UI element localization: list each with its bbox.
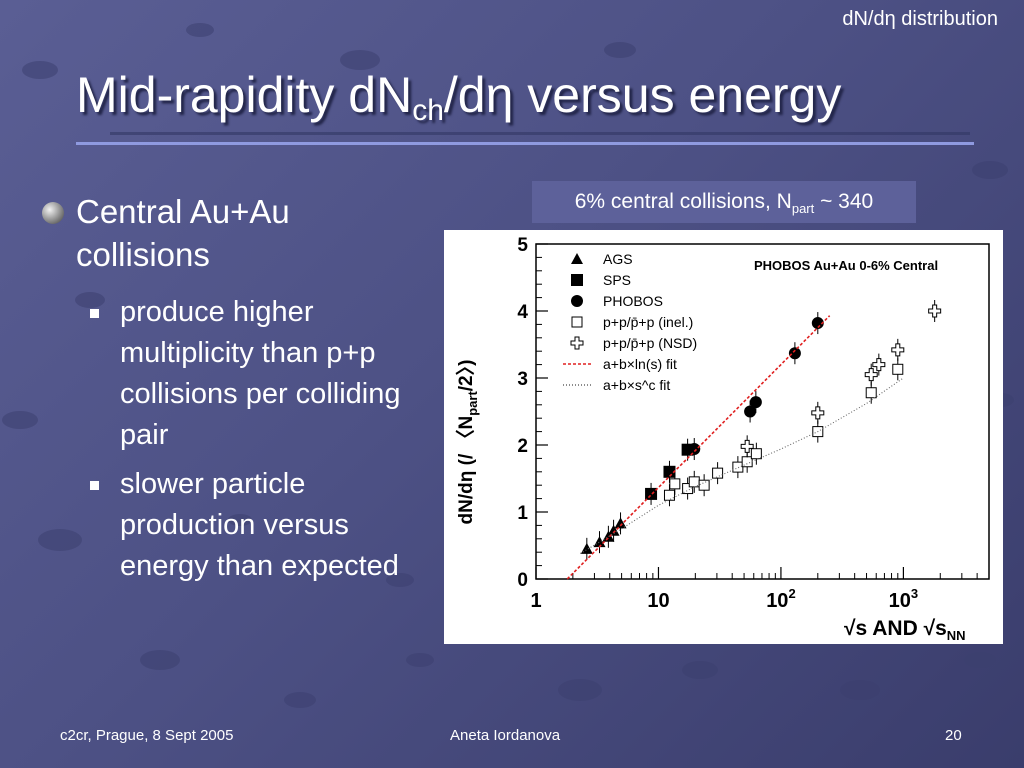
- x-tick-label: 10: [647, 590, 669, 612]
- y-tick-label: 0: [517, 570, 528, 591]
- note-main: 6% central collisions, N: [574, 190, 792, 213]
- bullet-main: Central Au+Au collisions: [42, 190, 372, 276]
- y-tick-label: 2: [517, 436, 528, 457]
- marker-triangle: [614, 517, 627, 529]
- x-axis-title: √s AND √sNN: [844, 617, 966, 643]
- corner-label: dN/dη distribution: [842, 8, 998, 30]
- marker-open-square: [712, 467, 724, 479]
- legend-label: AGS: [603, 251, 633, 267]
- marker-circle: [688, 443, 701, 456]
- y-axis-title: dN/dη (/ 〈Npart/2〉): [454, 360, 480, 525]
- marker-open-cross: [891, 343, 905, 357]
- x-tick-label: 102: [766, 586, 795, 612]
- marker-triangle: [602, 530, 615, 542]
- marker-open-square: [682, 483, 694, 495]
- title-main: Mid-rapidity dN: [76, 67, 413, 123]
- y-tick-label: 3: [517, 369, 528, 390]
- y-label-end: /2〉): [454, 360, 477, 392]
- legend-label: a+b×ln(s) fit: [603, 356, 677, 372]
- note-rest: ~ 340: [814, 190, 874, 213]
- marker-circle: [571, 295, 583, 307]
- title-underline: [76, 142, 974, 145]
- marker-open-square: [663, 489, 675, 501]
- bullet-main-text: Central Au+Au collisions: [76, 193, 290, 273]
- legend-label: p+p/p̄+p (NSD): [603, 335, 697, 351]
- subbullet-text: slower particle production versus energy…: [120, 468, 399, 582]
- slide-title: Mid-rapidity dNch/dη versus energy: [76, 66, 841, 128]
- subbullet-list: produce higher multiplicity than p+p col…: [90, 292, 430, 595]
- subbullet-text: produce higher multiplicity than p+p col…: [120, 296, 401, 451]
- title-rest: /dη versus energy: [443, 67, 842, 123]
- title-underline-shadow: [110, 132, 970, 135]
- y-tick-label: 4: [517, 302, 528, 323]
- chart-panel: dN/dη (/ 〈Npart/2〉) PHOBOS Au+Au 0-6% Ce…: [444, 230, 1003, 644]
- marker-open-square: [750, 448, 762, 460]
- subbullet: slower particle production versus energy…: [90, 464, 430, 587]
- marker-open-square: [669, 478, 681, 490]
- x-label-main: √s AND √s: [844, 617, 947, 640]
- marker-open-square: [732, 461, 744, 473]
- x-label-sub: NN: [947, 628, 966, 643]
- plot-frame: [535, 243, 990, 580]
- marker-open-square: [698, 479, 710, 491]
- legend-label: SPS: [603, 272, 631, 288]
- marker-open-cross: [872, 358, 886, 372]
- collision-note: 6% central collisions, Npart ~ 340: [532, 181, 916, 223]
- legend-label: PHOBOS: [603, 293, 663, 309]
- marker-triangle: [607, 524, 620, 536]
- marker-open-cross: [928, 304, 942, 318]
- marker-circle: [811, 317, 824, 330]
- chart-annotation: PHOBOS Au+Au 0-6% Central: [754, 258, 938, 273]
- legend-label: p+p/p̄+p (inel.): [603, 314, 693, 330]
- subbullet: produce higher multiplicity than p+p col…: [90, 292, 430, 456]
- fit-line: [566, 315, 831, 580]
- marker-open-cross: [811, 406, 825, 420]
- marker-open-square: [892, 363, 904, 375]
- footer-center: Aneta Iordanova: [450, 727, 561, 744]
- square-bullet-icon: [90, 309, 99, 318]
- svg-text:√s AND √sNN: √s AND √sNN: [844, 617, 966, 643]
- marker-triangle: [580, 542, 593, 554]
- marker-square: [571, 274, 583, 286]
- x-tick-label: 103: [889, 586, 918, 612]
- svg-text:dN/dη (/ 〈Npart/2〉): dN/dη (/ 〈Npart/2〉): [454, 360, 480, 525]
- footer-left: c2cr, Prague, 8 Sept 2005: [60, 727, 234, 744]
- bullet-orb-icon: [42, 202, 64, 224]
- marker-open-square: [571, 316, 583, 328]
- marker-open-cross: [740, 439, 754, 453]
- marker-square: [663, 465, 676, 478]
- title-subscript: ch: [412, 94, 444, 127]
- note-subscript: part: [791, 201, 815, 217]
- marker-open-square: [865, 387, 877, 399]
- marker-circle: [749, 396, 762, 409]
- marker-circle: [788, 347, 801, 360]
- chart-svg: dN/dη (/ 〈Npart/2〉) PHOBOS Au+Au 0-6% Ce…: [454, 235, 990, 643]
- fit-line: [580, 377, 904, 555]
- marker-open-cross: [864, 368, 878, 382]
- marker-open-cross: [570, 336, 584, 350]
- y-label-main: dN/dη (/ 〈N: [454, 416, 477, 525]
- marker-circle: [744, 405, 757, 418]
- footer-page-number: 20: [945, 727, 962, 744]
- y-label-sub: part: [465, 391, 480, 416]
- marker-triangle: [571, 253, 583, 264]
- legend-label: a+b×s^c fit: [603, 377, 670, 393]
- square-bullet-icon: [90, 481, 99, 490]
- y-tick-label: 5: [517, 235, 528, 256]
- x-tick-label: 1: [530, 590, 541, 612]
- y-tick-label: 1: [517, 503, 528, 524]
